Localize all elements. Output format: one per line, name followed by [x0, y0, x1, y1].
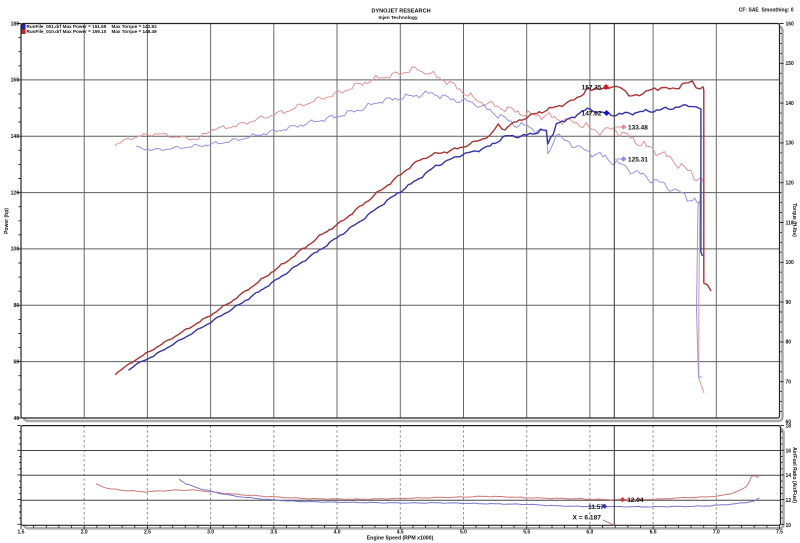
svg-text:12.04: 12.04	[627, 497, 644, 504]
svg-text:147.62: 147.62	[582, 111, 602, 118]
svg-text:5.5: 5.5	[523, 530, 530, 536]
svg-text:Power (hp): Power (hp)	[4, 208, 10, 234]
svg-text:7.0: 7.0	[713, 530, 720, 536]
svg-text:11.57: 11.57	[588, 504, 604, 511]
svg-text:120: 120	[11, 190, 20, 196]
svg-text:100: 100	[786, 260, 795, 266]
svg-text:6.5: 6.5	[650, 530, 657, 536]
svg-text:12: 12	[786, 498, 792, 504]
svg-text:4.0: 4.0	[334, 530, 341, 536]
svg-text:4.5: 4.5	[397, 530, 404, 536]
svg-text:140: 140	[11, 134, 20, 140]
svg-text:180: 180	[11, 21, 20, 27]
svg-text:5.0: 5.0	[460, 530, 467, 536]
svg-text:40: 40	[13, 416, 19, 422]
svg-text:150: 150	[786, 61, 795, 67]
svg-text:133.48: 133.48	[628, 125, 648, 132]
svg-text:6.0: 6.0	[586, 530, 593, 536]
svg-text:70: 70	[786, 380, 792, 386]
svg-text:RunFile_010.drf Max Power = 15: RunFile_010.drf Max Power = 159.10 Max T…	[27, 29, 158, 34]
svg-text:140: 140	[786, 101, 795, 107]
svg-text:110: 110	[786, 220, 794, 226]
svg-text:90: 90	[786, 300, 792, 306]
svg-text:157.25: 157.25	[582, 85, 602, 92]
svg-text:Engine Speed (RPM x1000): Engine Speed (RPM x1000)	[367, 536, 434, 542]
svg-text:10: 10	[786, 523, 792, 529]
svg-text:60: 60	[13, 359, 19, 365]
svg-text:130: 130	[786, 141, 795, 147]
svg-text:Injen Technology: Injen Technology	[378, 15, 417, 21]
svg-text:100: 100	[11, 247, 20, 253]
svg-text:2.0: 2.0	[81, 530, 88, 536]
svg-text:16: 16	[786, 448, 792, 454]
svg-text:Air/Fuel Ratio (Air/Fuel): Air/Fuel Ratio (Air/Fuel)	[791, 447, 797, 503]
svg-text:60: 60	[786, 419, 792, 425]
svg-text:14: 14	[786, 473, 792, 479]
svg-text:RunFile_001.drf Max Power = 15: RunFile_001.drf Max Power = 151.65 Max T…	[27, 24, 158, 29]
svg-text:160: 160	[786, 21, 795, 27]
svg-text:7.5: 7.5	[776, 530, 783, 536]
svg-text:Torque (ft-lbs): Torque (ft-lbs)	[791, 203, 797, 237]
svg-text:80: 80	[13, 303, 19, 309]
svg-text:80: 80	[786, 340, 792, 346]
svg-text:DYNOJET RESEARCH: DYNOJET RESEARCH	[371, 9, 430, 15]
svg-text:3.0: 3.0	[207, 530, 214, 536]
svg-text:2.5: 2.5	[144, 530, 151, 536]
svg-text:125.31: 125.31	[628, 157, 648, 164]
svg-text:X = 6.187: X = 6.187	[572, 515, 601, 522]
svg-text:3.5: 3.5	[270, 530, 277, 536]
svg-text:18: 18	[786, 423, 792, 429]
svg-text:CF: SAE Smoothing: 0: CF: SAE Smoothing: 0	[739, 8, 794, 14]
svg-text:1.5: 1.5	[18, 530, 25, 536]
svg-text:120: 120	[786, 181, 795, 187]
svg-text:160: 160	[11, 78, 20, 84]
